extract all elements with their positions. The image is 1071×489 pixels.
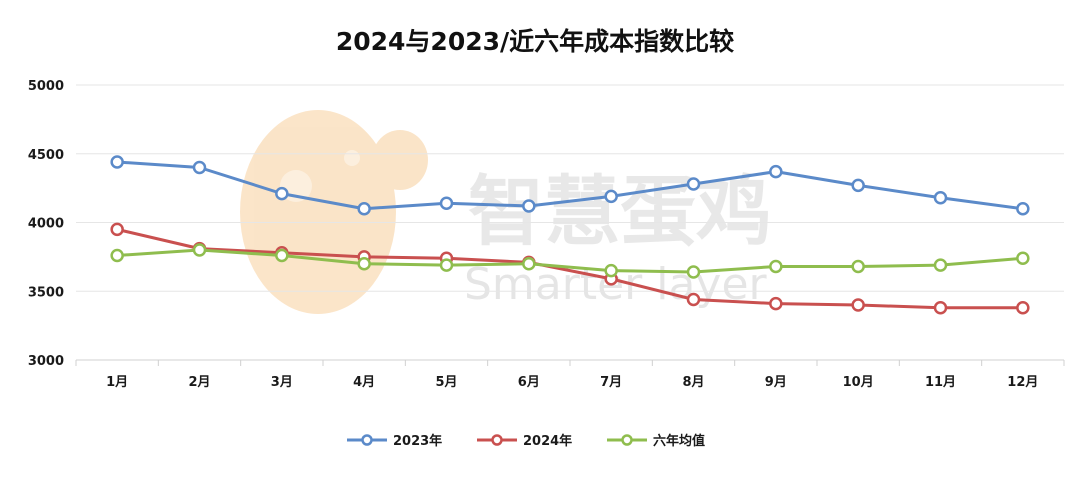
- legend-marker: [491, 434, 503, 446]
- legend-label: 六年均值: [653, 433, 705, 449]
- series-line: [115, 227, 1025, 310]
- watermark: 智慧蛋鸡 Smarter layer: [240, 110, 772, 314]
- x-tick-label: 9月: [765, 375, 787, 390]
- x-tick-label: 1月: [106, 375, 128, 390]
- y-tick-label: 4500: [28, 148, 64, 163]
- data-point: [110, 222, 124, 237]
- data-point: [275, 248, 289, 263]
- x-tick-label: 12月: [1007, 375, 1038, 390]
- y-gridlines: [76, 84, 1064, 361]
- data-point: [192, 160, 207, 175]
- data-point: [686, 292, 701, 307]
- x-tick-label: 6月: [518, 375, 540, 390]
- series-line: [115, 248, 1025, 274]
- legend-item: 2024年: [477, 433, 572, 449]
- legend: 2023年 2024年 六年均值: [347, 433, 705, 449]
- data-point: [357, 257, 371, 271]
- legend-item: 六年均值: [607, 433, 705, 449]
- data-point: [192, 243, 207, 257]
- x-tick-label: 5月: [435, 375, 457, 390]
- legend-label: 2024年: [523, 433, 572, 449]
- data-point: [357, 202, 371, 216]
- data-point: [851, 178, 865, 193]
- x-tick-label: 10月: [843, 375, 874, 390]
- legend-marker: [621, 434, 633, 446]
- y-tick-label: 4000: [28, 217, 64, 232]
- y-axis-ticks: 3000 3500 4000 4500 5000: [28, 79, 64, 369]
- data-point: [522, 257, 536, 271]
- x-tick-label: 4月: [353, 375, 375, 390]
- y-tick-label: 5000: [28, 79, 64, 94]
- data-point: [604, 189, 618, 204]
- watermark-title: 智慧蛋鸡: [468, 167, 772, 256]
- x-tick-label: 8月: [682, 375, 704, 390]
- data-point: [933, 258, 948, 272]
- series-line: [115, 160, 1025, 211]
- data-point: [1016, 251, 1030, 265]
- data-point: [275, 186, 289, 201]
- data-point: [769, 164, 783, 179]
- data-point: [769, 259, 783, 274]
- series-group: [110, 155, 1030, 315]
- y-tick-label: 3500: [28, 285, 64, 300]
- legend-marker: [361, 434, 373, 446]
- data-point: [933, 301, 948, 315]
- series-3: [110, 243, 1030, 279]
- x-tick-label: 11月: [925, 375, 956, 390]
- data-point: [686, 265, 701, 279]
- data-point: [110, 248, 124, 263]
- data-point: [851, 298, 865, 312]
- data-point: [933, 191, 948, 205]
- legend-item: 2023年: [347, 433, 442, 449]
- chart-title: 2024与2023/近六年成本指数比较: [336, 27, 734, 56]
- legend-label: 2023年: [393, 433, 442, 449]
- data-point: [604, 263, 618, 278]
- series-1: [110, 155, 1030, 216]
- x-tick-label: 3月: [271, 375, 293, 390]
- x-tick-label: 7月: [600, 375, 622, 390]
- x-axis-ticks: 1月 2月 3月 4月 5月 6月 7月 8月 9月 10月 11月 12月: [75, 360, 1065, 390]
- data-point: [439, 258, 454, 272]
- data-point: [769, 296, 783, 311]
- data-point: [851, 259, 865, 274]
- data-point: [110, 155, 124, 169]
- y-tick-label: 3000: [28, 354, 64, 369]
- data-point: [686, 177, 701, 191]
- data-point: [1016, 202, 1030, 216]
- data-point: [439, 196, 454, 210]
- x-tick-label: 2月: [188, 375, 210, 390]
- data-point: [522, 199, 536, 213]
- data-point: [1016, 301, 1030, 315]
- watermark-logo-icon: [240, 110, 428, 314]
